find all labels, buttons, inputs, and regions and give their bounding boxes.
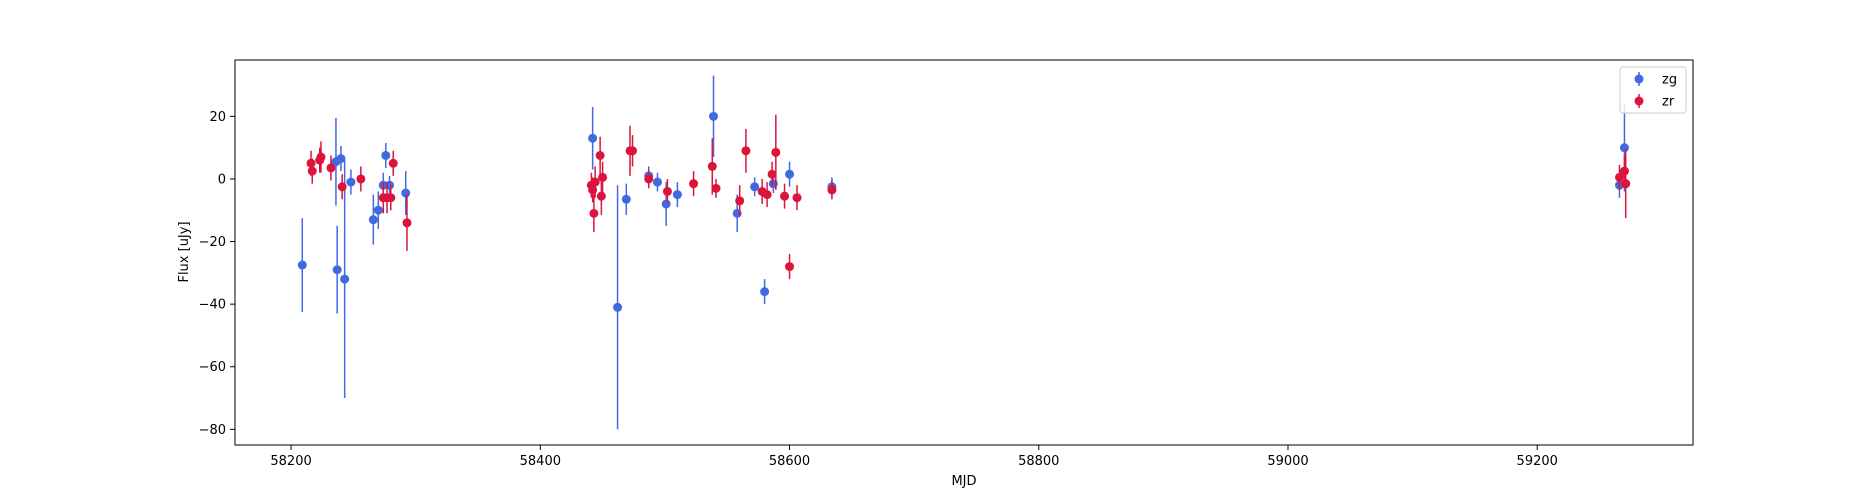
- data-point: [401, 188, 411, 198]
- series-layer: [297, 75, 1631, 430]
- legend-item-zr: zr: [1634, 94, 1675, 110]
- data-point: [588, 133, 598, 143]
- x-tick-label: 59000: [1267, 454, 1308, 469]
- data-point: [346, 177, 356, 187]
- data-point: [792, 193, 802, 203]
- data-point: [771, 147, 781, 157]
- data-point: [785, 169, 795, 179]
- y-axis-label: Flux [uJy]: [177, 221, 192, 282]
- data-point: [388, 158, 398, 168]
- data-point: [595, 150, 605, 160]
- data-point: [316, 152, 326, 162]
- data-point: [368, 215, 378, 225]
- data-point: [735, 196, 745, 206]
- data-point: [307, 166, 317, 176]
- x-tick-label: 58800: [1018, 454, 1059, 469]
- data-point: [767, 169, 777, 179]
- data-point: [762, 190, 772, 200]
- x-tick-label: 58400: [520, 454, 561, 469]
- data-point: [337, 182, 347, 192]
- y-tick-label: −60: [199, 360, 226, 375]
- data-point: [306, 158, 316, 168]
- y-tick-label: −80: [199, 423, 226, 438]
- data-point: [297, 260, 307, 270]
- data-point: [711, 183, 721, 193]
- y-tick-label: 0: [218, 172, 226, 187]
- data-point: [1619, 166, 1629, 176]
- series-zg: [297, 75, 1629, 430]
- data-point: [621, 194, 631, 204]
- data-point: [709, 111, 719, 121]
- legend-item-zg: zg: [1634, 72, 1677, 88]
- data-point: [1619, 143, 1629, 153]
- series-zr: [306, 114, 1631, 280]
- data-point: [827, 185, 837, 195]
- data-point: [589, 208, 599, 218]
- data-point: [596, 191, 606, 201]
- data-point: [402, 218, 412, 228]
- data-point: [780, 191, 790, 201]
- data-point: [760, 287, 770, 297]
- plot-frame: [234, 59, 1694, 446]
- data-point: [386, 193, 396, 203]
- data-point: [661, 199, 671, 209]
- data-point: [326, 163, 336, 173]
- y-tick-label: −20: [199, 235, 226, 250]
- x-axis: 58200 58400 58600 58800 59000 59200: [270, 445, 1558, 469]
- x-axis-label: MJD: [951, 474, 976, 489]
- data-point: [1621, 179, 1631, 189]
- data-point: [1614, 172, 1624, 182]
- x-tick-label: 58200: [270, 454, 311, 469]
- data-point: [644, 174, 654, 184]
- data-point: [332, 265, 342, 275]
- legend-label: zg: [1662, 73, 1677, 88]
- data-point: [741, 146, 751, 156]
- data-point: [340, 274, 350, 284]
- legend-marker: [1634, 74, 1644, 84]
- legend: zg zr: [1619, 66, 1687, 114]
- data-point: [785, 262, 795, 272]
- data-point: [707, 161, 717, 171]
- legend-marker: [1634, 96, 1644, 106]
- y-tick-label: −40: [199, 298, 226, 313]
- data-point: [662, 186, 672, 196]
- data-point: [336, 154, 346, 164]
- data-point: [381, 150, 391, 160]
- data-point: [689, 179, 699, 189]
- x-tick-label: 58600: [769, 454, 810, 469]
- data-point: [652, 177, 662, 187]
- data-point: [672, 190, 682, 200]
- data-point: [613, 302, 623, 312]
- data-point: [373, 205, 383, 215]
- y-axis: −80 −60 −40 −20 0 20: [199, 110, 235, 438]
- x-tick-label: 59200: [1517, 454, 1558, 469]
- data-point: [628, 146, 638, 156]
- legend-label: zr: [1662, 95, 1675, 110]
- data-point: [356, 174, 366, 184]
- data-point: [750, 182, 760, 192]
- y-tick-label: 20: [209, 110, 226, 125]
- data-point: [590, 177, 600, 187]
- data-point: [598, 172, 608, 182]
